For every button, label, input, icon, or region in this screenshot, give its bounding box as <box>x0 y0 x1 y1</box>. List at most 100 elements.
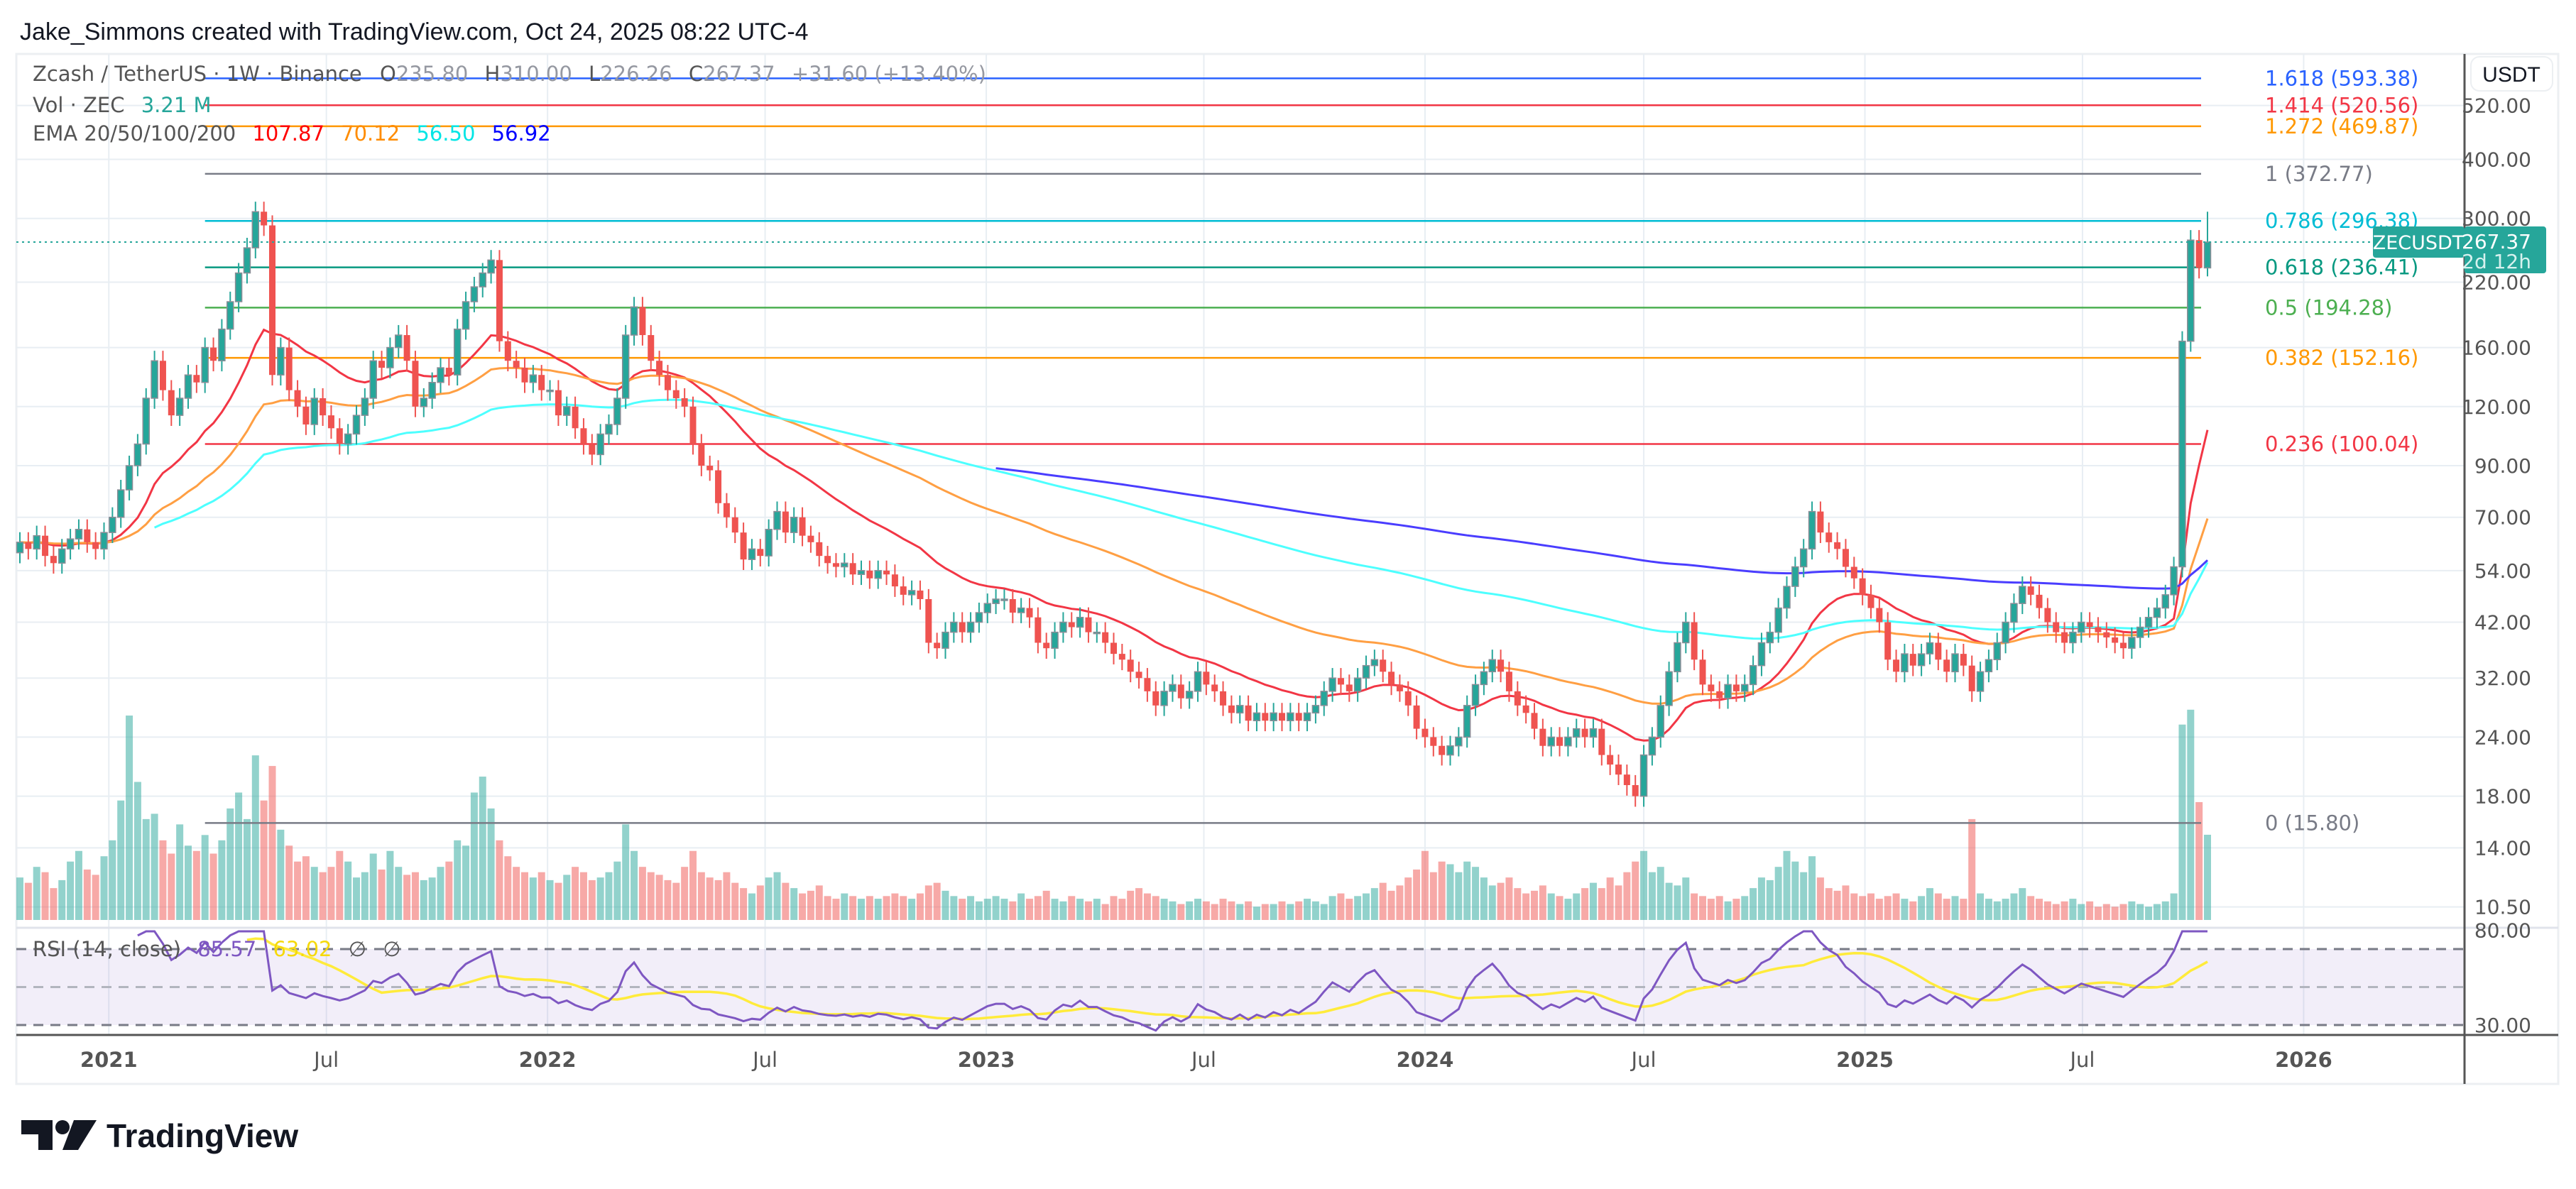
candle[interactable] <box>681 388 688 417</box>
candle[interactable] <box>1724 674 1732 709</box>
candle[interactable] <box>16 532 24 564</box>
candle[interactable] <box>1648 727 1657 766</box>
candle[interactable] <box>1901 644 1909 683</box>
candle[interactable] <box>175 388 184 426</box>
candle[interactable] <box>1076 607 1084 638</box>
candle[interactable] <box>1353 668 1362 702</box>
candle[interactable] <box>320 388 327 426</box>
candle[interactable] <box>1127 650 1134 683</box>
candle[interactable] <box>563 396 571 426</box>
candle[interactable] <box>1017 598 1025 623</box>
candle[interactable] <box>159 351 166 401</box>
candle[interactable] <box>1160 681 1168 716</box>
candle[interactable] <box>1682 612 1690 654</box>
candle[interactable] <box>513 351 520 378</box>
candle[interactable] <box>352 405 361 445</box>
candle[interactable] <box>1893 650 1900 683</box>
candle[interactable] <box>1909 644 1916 676</box>
candle[interactable] <box>453 319 462 386</box>
candle[interactable] <box>874 560 882 589</box>
candle[interactable] <box>950 612 958 643</box>
candle[interactable] <box>1220 681 1227 716</box>
candle[interactable] <box>125 455 133 500</box>
candle[interactable] <box>1639 745 1648 807</box>
candle[interactable] <box>378 351 386 378</box>
candle[interactable] <box>1185 681 1194 709</box>
candle[interactable] <box>589 434 596 466</box>
candle[interactable] <box>302 396 310 435</box>
candle[interactable] <box>1522 695 1529 724</box>
candle[interactable] <box>1657 695 1664 748</box>
candle[interactable] <box>1287 703 1294 732</box>
candle[interactable] <box>109 507 116 544</box>
candle[interactable] <box>613 388 621 435</box>
candle[interactable] <box>1573 718 1581 748</box>
candle[interactable] <box>1741 674 1749 702</box>
candle[interactable] <box>142 388 150 455</box>
candle[interactable] <box>723 493 730 528</box>
candle[interactable] <box>133 434 142 476</box>
candle[interactable] <box>630 297 638 346</box>
candle[interactable] <box>572 396 579 439</box>
candle[interactable] <box>1691 612 1698 671</box>
candle[interactable] <box>2178 331 2186 578</box>
candle[interactable] <box>336 418 343 455</box>
candle[interactable] <box>2053 612 2060 643</box>
candle[interactable] <box>1757 632 1766 676</box>
candle[interactable] <box>992 588 1000 615</box>
candle[interactable] <box>25 532 32 560</box>
candle[interactable] <box>689 396 697 455</box>
rsi-axis[interactable]: 80.00 30.00 <box>2474 919 2531 1037</box>
candle[interactable] <box>1110 632 1117 664</box>
candle[interactable] <box>310 388 318 435</box>
candle[interactable] <box>648 324 655 372</box>
candle[interactable] <box>790 507 798 544</box>
candle[interactable] <box>2103 622 2110 648</box>
candle[interactable] <box>555 380 562 426</box>
candle[interactable] <box>1665 662 1673 716</box>
candle[interactable] <box>773 501 781 540</box>
candle[interactable] <box>1505 662 1512 702</box>
candle[interactable] <box>470 276 479 312</box>
candle[interactable] <box>33 525 40 560</box>
candle[interactable] <box>445 357 452 386</box>
candle[interactable] <box>1471 674 1480 716</box>
candle[interactable] <box>361 388 369 426</box>
candle[interactable] <box>832 553 839 578</box>
candle[interactable] <box>1547 727 1555 757</box>
candle[interactable] <box>277 337 285 386</box>
candle[interactable] <box>1623 765 1630 796</box>
candle[interactable] <box>487 250 495 284</box>
candle[interactable] <box>2002 612 2009 654</box>
candle[interactable] <box>1708 674 1715 702</box>
candle[interactable] <box>975 602 983 633</box>
candle[interactable] <box>84 519 91 553</box>
candle[interactable] <box>1051 622 1059 659</box>
candle[interactable] <box>925 588 932 654</box>
candle[interactable] <box>1589 718 1598 748</box>
candle[interactable] <box>1926 632 1934 664</box>
candle[interactable] <box>1035 607 1042 654</box>
candle[interactable] <box>395 324 403 358</box>
candle[interactable] <box>1068 612 1075 638</box>
candle[interactable] <box>1380 650 1387 683</box>
candle[interactable] <box>1539 718 1546 757</box>
candle[interactable] <box>344 424 352 455</box>
candle[interactable] <box>92 532 99 560</box>
candle[interactable] <box>1093 622 1101 643</box>
candle[interactable] <box>2195 230 2203 279</box>
candle[interactable] <box>580 418 587 455</box>
candle[interactable] <box>1699 650 1706 696</box>
candle[interactable] <box>1439 735 1446 766</box>
candle[interactable] <box>1059 612 1067 643</box>
candle[interactable] <box>907 580 916 606</box>
candle[interactable] <box>227 291 234 340</box>
candle[interactable] <box>403 324 410 372</box>
candle[interactable] <box>2086 612 2093 638</box>
candle[interactable] <box>1236 695 1244 724</box>
candle[interactable] <box>1632 774 1639 807</box>
candle[interactable] <box>269 215 275 386</box>
candle[interactable] <box>420 388 428 417</box>
candle[interactable] <box>1177 674 1184 709</box>
